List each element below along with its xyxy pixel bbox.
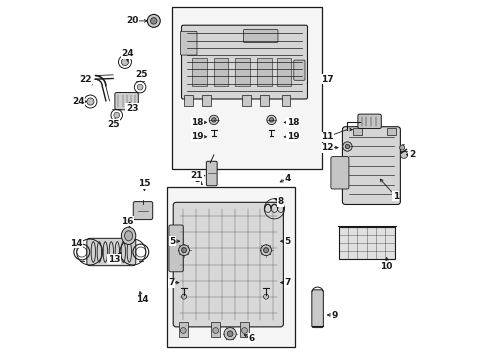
Circle shape — [114, 112, 120, 118]
FancyBboxPatch shape — [243, 30, 277, 42]
Text: 19: 19 — [191, 132, 203, 141]
Text: 24: 24 — [72, 97, 84, 106]
Bar — [213, 58, 228, 86]
Text: 5: 5 — [169, 237, 175, 246]
Circle shape — [150, 18, 157, 24]
Text: 22: 22 — [79, 76, 91, 85]
Circle shape — [266, 115, 276, 125]
Circle shape — [180, 328, 186, 333]
FancyBboxPatch shape — [180, 31, 197, 55]
Bar — [178, 322, 187, 337]
Circle shape — [178, 245, 189, 256]
Text: 4: 4 — [284, 174, 290, 183]
FancyBboxPatch shape — [293, 60, 305, 80]
Circle shape — [263, 248, 268, 253]
Circle shape — [224, 328, 236, 340]
Text: 5: 5 — [284, 237, 290, 246]
Text: 8: 8 — [277, 197, 283, 206]
Text: 25: 25 — [135, 71, 148, 79]
Text: 7: 7 — [284, 278, 290, 287]
Text: 6: 6 — [248, 334, 254, 343]
FancyBboxPatch shape — [330, 157, 348, 189]
Text: 15: 15 — [138, 179, 150, 188]
Circle shape — [342, 142, 351, 151]
Text: 25: 25 — [107, 120, 119, 129]
Bar — [192, 58, 206, 86]
FancyBboxPatch shape — [311, 290, 323, 328]
Bar — [260, 95, 268, 106]
Text: 1: 1 — [392, 192, 398, 201]
Circle shape — [211, 118, 216, 122]
Text: 24: 24 — [121, 49, 134, 58]
Text: 10: 10 — [380, 262, 392, 271]
FancyBboxPatch shape — [115, 93, 138, 110]
Text: 17: 17 — [320, 75, 333, 84]
Bar — [338, 227, 394, 259]
Text: 13: 13 — [108, 255, 120, 264]
Ellipse shape — [124, 231, 132, 241]
Text: 16: 16 — [121, 217, 134, 226]
FancyBboxPatch shape — [87, 238, 136, 266]
Bar — [281, 95, 289, 106]
Circle shape — [181, 248, 186, 253]
Text: 20: 20 — [126, 16, 138, 25]
Circle shape — [400, 151, 407, 158]
Bar — [235, 58, 249, 86]
Circle shape — [212, 328, 218, 333]
Circle shape — [87, 98, 94, 105]
Text: 19: 19 — [286, 132, 299, 141]
Bar — [242, 95, 250, 106]
Text: 11: 11 — [321, 132, 333, 141]
Text: 21: 21 — [190, 171, 203, 180]
FancyBboxPatch shape — [206, 161, 217, 186]
FancyBboxPatch shape — [181, 25, 307, 99]
Text: 18: 18 — [191, 118, 203, 127]
Text: 12: 12 — [321, 143, 333, 152]
Bar — [386, 128, 395, 135]
Circle shape — [121, 58, 128, 66]
Ellipse shape — [121, 227, 136, 244]
Text: 2: 2 — [408, 150, 414, 159]
FancyBboxPatch shape — [168, 225, 183, 272]
Text: 3: 3 — [194, 175, 201, 184]
Text: 14: 14 — [70, 238, 82, 248]
Bar — [172, 7, 321, 169]
Circle shape — [137, 84, 142, 90]
Bar — [184, 95, 193, 106]
Circle shape — [209, 115, 218, 125]
Bar — [239, 322, 249, 337]
Circle shape — [227, 331, 232, 337]
FancyBboxPatch shape — [357, 114, 381, 129]
Circle shape — [269, 118, 273, 122]
Bar — [352, 128, 361, 135]
Bar — [257, 58, 271, 86]
Bar — [167, 187, 294, 347]
FancyBboxPatch shape — [173, 202, 283, 327]
Bar — [202, 95, 211, 106]
Circle shape — [345, 144, 349, 149]
FancyBboxPatch shape — [133, 202, 152, 220]
Circle shape — [241, 328, 247, 333]
Text: 23: 23 — [126, 104, 138, 112]
Text: 9: 9 — [331, 310, 337, 320]
Bar — [276, 58, 291, 86]
Circle shape — [399, 145, 404, 150]
Text: 7: 7 — [168, 278, 175, 287]
Text: 18: 18 — [286, 118, 299, 127]
Text: 14: 14 — [135, 295, 148, 304]
FancyBboxPatch shape — [342, 127, 400, 204]
Circle shape — [260, 245, 271, 256]
Circle shape — [147, 14, 160, 27]
Bar — [211, 322, 220, 337]
